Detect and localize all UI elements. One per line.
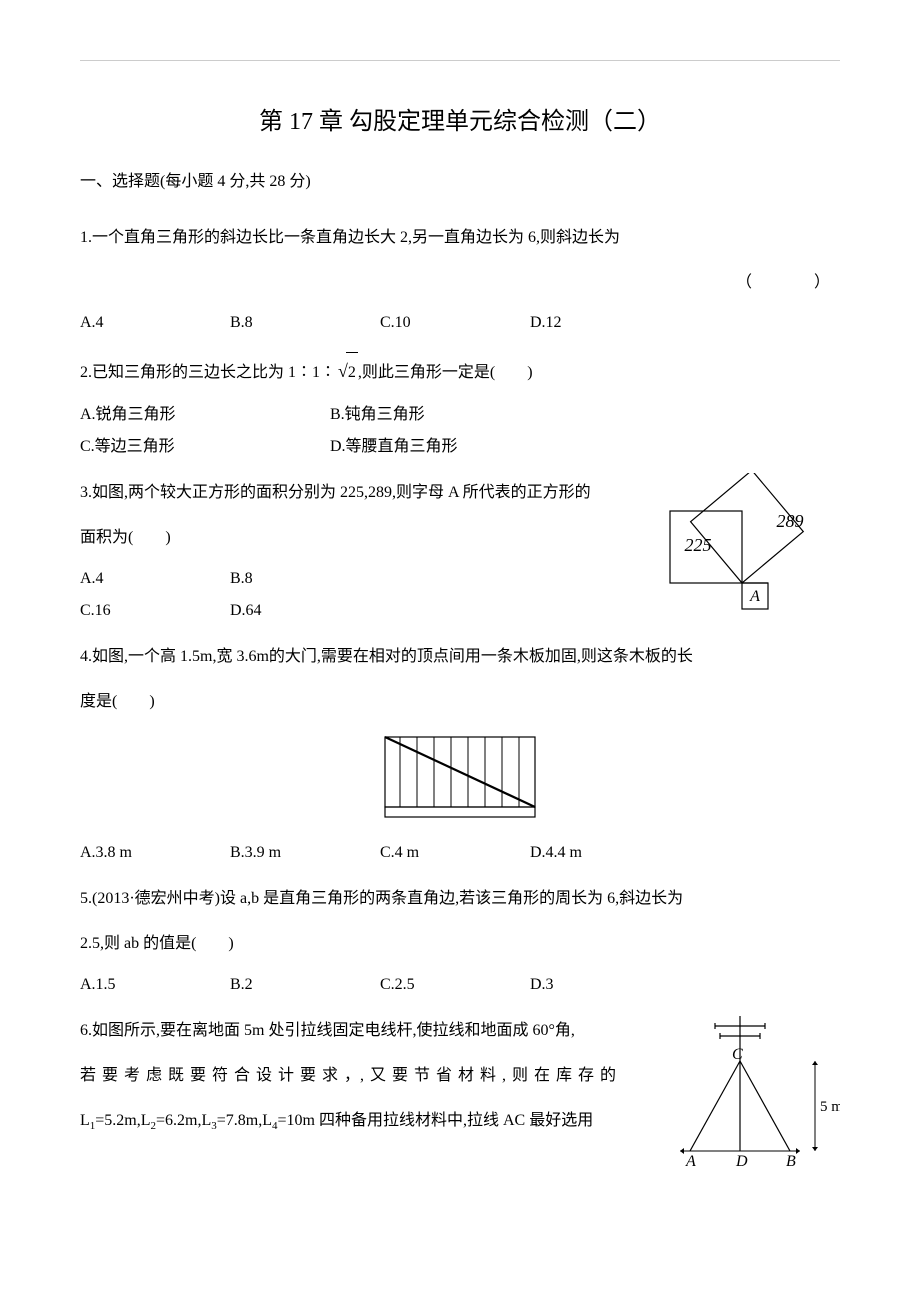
q2-opt-a: A.锐角三角形: [80, 399, 330, 431]
q2-options-row2: C.等边三角形 D.等腰直角三角形: [80, 431, 840, 463]
q3-figure: 225 289 A: [660, 473, 840, 613]
q4-opt-a: A.3.8 m: [80, 837, 230, 869]
q6-label-D: D: [735, 1153, 748, 1170]
sqrt-icon: 2: [336, 349, 358, 394]
q3-opt-b: B.8: [230, 563, 380, 595]
question-5: 5.(2013·德宏州中考)设 a,b 是直角三角形的两条直角边,若该三角形的周…: [80, 879, 840, 1001]
page-title: 第 17 章 勾股定理单元综合检测（二）: [80, 101, 840, 136]
q3-opt-c: C.16: [80, 595, 230, 627]
q1-blank: （ ）: [80, 268, 840, 292]
q1-opt-c: C.10: [380, 307, 530, 339]
q6-label-C: C: [732, 1046, 743, 1063]
q6-seg3: =7.8m,L: [217, 1112, 272, 1129]
q2-pre: 2.已知三角形的三边长之比为 1∶1∶: [80, 364, 336, 381]
q4-stem2: 度是( ): [80, 682, 840, 722]
q2-stem: 2.已知三角形的三边长之比为 1∶1∶ 2,则此三角形一定是( ): [80, 349, 840, 394]
q6-line2-pre: 若要考虑既要符合设计要求: [80, 1067, 344, 1084]
q2-options-row1: A.锐角三角形 B.钝角三角形: [80, 399, 840, 431]
question-3: 225 289 A 3.如图,两个较大正方形的面积分别为 225,289,则字母…: [80, 473, 840, 627]
q1-opt-b: B.8: [230, 307, 380, 339]
question-2: 2.已知三角形的三边长之比为 1∶1∶ 2,则此三角形一定是( ) A.锐角三角形…: [80, 349, 840, 463]
header-rule: [80, 60, 840, 61]
q5-opt-b: B.2: [230, 969, 380, 1001]
q2-radicand: 2: [346, 352, 358, 393]
q4-figure: [380, 732, 540, 822]
q1-options: A.4 B.8 C.10 D.12: [80, 307, 840, 339]
q5-stem: 5.(2013·德宏州中考)设 a,b 是直角三角形的两条直角边,若该三角形的周…: [80, 879, 840, 919]
q5-opt-a: A.1.5: [80, 969, 230, 1001]
q5-opt-c: C.2.5: [380, 969, 530, 1001]
q4-opt-b: B.3.9 m: [230, 837, 380, 869]
q6-seg4: =10m 四种备用拉线材料中,拉线 AC 最好选用: [278, 1112, 594, 1129]
q3-opt-a: A.4: [80, 563, 230, 595]
q1-opt-a: A.4: [80, 307, 230, 339]
q3-label-225: 225: [685, 535, 712, 555]
q4-options: A.3.8 m B.3.9 m C.4 m D.4.4 m: [80, 837, 840, 869]
q6-label-5m: 5 m: [820, 1099, 840, 1115]
question-6: C 5 m A D B 6.如图所示,要在离地面 5m 处引拉线固定电线杆,使拉…: [80, 1011, 840, 1171]
q2-opt-b: B.钝角三角形: [330, 399, 580, 431]
q5-opt-d: D.3: [530, 969, 680, 1001]
q3-label-A: A: [749, 588, 760, 605]
q3-opt-d: D.64: [230, 595, 380, 627]
q6-label-B: B: [786, 1153, 796, 1170]
q2-opt-c: C.等边三角形: [80, 431, 330, 463]
q6-seg2: =6.2m,L: [156, 1112, 211, 1129]
q2-post: ,则此三角形一定是( ): [358, 364, 533, 381]
q6-line2-comma: ，: [344, 1067, 360, 1084]
q5-stem2: 2.5,则 ab 的值是( ): [80, 924, 840, 964]
q1-stem: 1.一个直角三角形的斜边长比一条直角边长大 2,另一直角边长为 6,则斜边长为: [80, 218, 840, 258]
q3-label-289: 289: [777, 511, 804, 531]
q6-label-A: A: [685, 1153, 696, 1170]
q6-line2-post: ,又要节省材料,则在库存的: [360, 1067, 622, 1084]
question-4: 4.如图,一个高 1.5m,宽 3.6m的大门,需要在相对的顶点间用一条木板加固…: [80, 637, 840, 869]
q1-opt-d: D.12: [530, 307, 680, 339]
section-heading: 一、选择题(每小题 4 分,共 28 分): [80, 166, 840, 198]
question-1: 1.一个直角三角形的斜边长比一条直角边长大 2,另一直角边长为 6,则斜边长为 …: [80, 218, 840, 339]
q2-opt-d: D.等腰直角三角形: [330, 431, 580, 463]
q3-options-row1: A.4 B.8: [80, 563, 650, 595]
q6-seg1: =5.2m,L: [95, 1112, 150, 1129]
q5-options: A.1.5 B.2 C.2.5 D.3: [80, 969, 840, 1001]
q4-stem: 4.如图,一个高 1.5m,宽 3.6m的大门,需要在相对的顶点间用一条木板加固…: [80, 637, 840, 677]
q6-L: L: [80, 1112, 90, 1129]
q3-options-row2: C.16 D.64: [80, 595, 650, 627]
q6-figure: C 5 m A D B: [660, 1011, 840, 1171]
q4-opt-d: D.4.4 m: [530, 837, 680, 869]
q4-opt-c: C.4 m: [380, 837, 530, 869]
